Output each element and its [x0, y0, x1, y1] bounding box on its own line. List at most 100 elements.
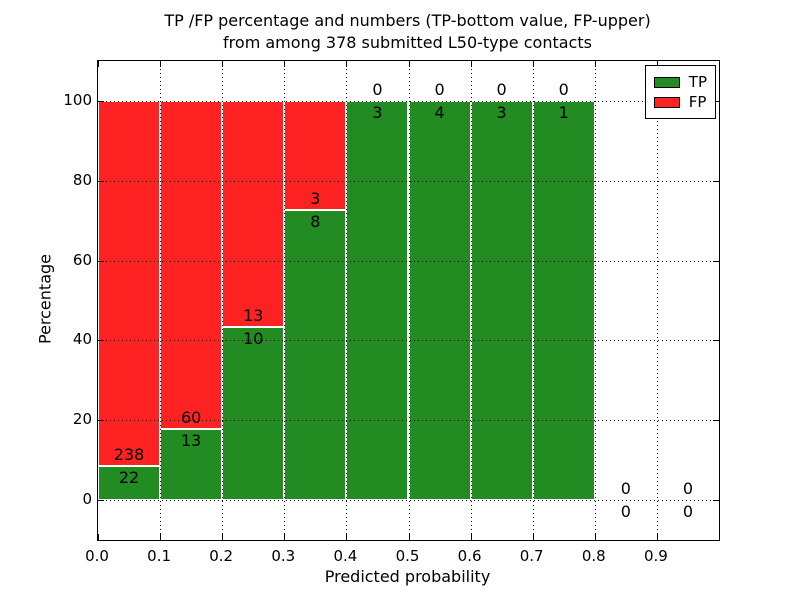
gridline-vertical — [656, 61, 658, 540]
x-tick-label: 0.0 — [85, 547, 109, 565]
y-tick-label: 100 — [63, 90, 92, 109]
y-tick-left — [98, 100, 104, 102]
x-axis-label: Predicted probability — [324, 567, 491, 586]
x-tick-bottom — [346, 534, 348, 540]
y-tick-label: 20 — [72, 410, 92, 429]
bar-tp-segment — [284, 209, 347, 501]
gridline-vertical — [532, 61, 534, 540]
x-tick-top — [594, 61, 596, 67]
y-tick-left — [98, 340, 104, 342]
y-tick-left — [98, 500, 104, 502]
x-tick-top — [98, 61, 99, 67]
x-tick-top — [408, 61, 410, 67]
legend-swatch-tp — [653, 76, 680, 88]
bar-tp-segment — [470, 100, 533, 501]
chart-title-line1: TP /FP percentage and numbers (TP-bottom… — [164, 11, 651, 30]
x-tick-bottom — [160, 534, 162, 540]
bar-fp-count: 0 — [372, 79, 383, 99]
bar-fp-count: 60 — [180, 407, 202, 427]
bar-fp-segment — [160, 100, 223, 429]
x-tick-label: 0.6 — [457, 547, 482, 565]
x-tick-bottom — [222, 534, 224, 540]
y-tick-label: 40 — [72, 330, 92, 349]
legend-swatch-fp — [653, 96, 680, 108]
plot-area: TP FP 238 22 60 13 13 10 3 8 0 3 0 4 0 3 0 1 0 0 0 0 — [97, 60, 720, 541]
bar-fp-segment — [98, 100, 161, 467]
y-tick-label: 60 — [72, 250, 92, 269]
x-tick-label: 0.8 — [581, 547, 606, 565]
gridline-vertical — [160, 61, 162, 540]
x-tick-label: 0.2 — [209, 547, 234, 565]
bar-tp-count: 22 — [118, 468, 140, 488]
y-tick-right — [713, 260, 719, 262]
x-tick-label: 0.4 — [333, 547, 358, 565]
y-tick-right — [713, 340, 719, 342]
chart-title: TP /FP percentage and numbers (TP-bottom… — [97, 10, 718, 54]
x-tick-bottom — [98, 534, 99, 540]
x-tick-label: 0.3 — [271, 547, 296, 565]
x-tick-top — [470, 61, 472, 67]
x-tick-top — [222, 61, 224, 67]
bar-tp-segment — [408, 100, 471, 501]
y-tick-left — [98, 420, 104, 422]
bar-tp-count: 1 — [558, 102, 569, 122]
x-tick-label: 0.9 — [643, 547, 668, 565]
gridline-vertical — [594, 61, 596, 540]
bar-tp-count: 3 — [496, 102, 507, 122]
x-tick-top — [656, 61, 658, 67]
gridline-vertical — [222, 61, 224, 540]
bar-tp-segment — [532, 100, 595, 501]
x-tick-bottom — [284, 534, 286, 540]
x-tick-label: 0.5 — [395, 547, 420, 565]
x-tick-top — [284, 61, 286, 67]
gridline-vertical — [408, 61, 410, 540]
x-tick-top — [160, 61, 162, 67]
bar-fp-segment — [222, 100, 285, 327]
legend-item-tp: TP — [653, 72, 707, 92]
bar-tp-count: 8 — [310, 211, 321, 231]
x-tick-label: 0.1 — [147, 547, 172, 565]
legend-item-fp: FP — [653, 92, 707, 112]
legend-label-tp: TP — [688, 73, 707, 91]
y-tick-label: 0 — [82, 490, 92, 509]
y-tick-right — [713, 180, 719, 182]
x-tick-top — [532, 61, 534, 67]
x-tick-bottom — [408, 534, 410, 540]
bar-fp-count: 0 — [620, 479, 631, 499]
x-tick-label: 0.7 — [519, 547, 544, 565]
y-tick-right — [713, 420, 719, 422]
legend-label-fp: FP — [688, 93, 707, 111]
bar-fp-count: 13 — [243, 305, 264, 325]
x-tick-top — [346, 61, 348, 67]
chart-title-line2: from among 378 submitted L50-type contac… — [223, 33, 592, 52]
bar-fp-count: 0 — [558, 79, 569, 99]
bar-fp-count: 0 — [434, 79, 445, 99]
bar-fp-count: 3 — [310, 188, 321, 208]
bar-fp-count: 0 — [496, 79, 507, 99]
bar-fp-count: 0 — [682, 479, 694, 499]
gridline-vertical — [346, 61, 348, 540]
bar-tp-segment — [222, 326, 285, 501]
x-tick-bottom — [656, 534, 658, 540]
bar-tp-segment — [98, 466, 161, 501]
bar-tp-count: 0 — [620, 502, 631, 522]
bar-tp-count: 4 — [434, 102, 445, 122]
gridline-vertical — [470, 61, 472, 540]
y-tick-left — [98, 260, 104, 262]
y-tick-right — [713, 500, 719, 502]
y-tick-right — [713, 100, 719, 102]
bar-tp-count: 3 — [372, 102, 383, 122]
bar-tp-segment — [346, 100, 409, 501]
x-tick-bottom — [594, 534, 596, 540]
gridline-vertical — [284, 61, 286, 540]
y-tick-label: 80 — [72, 170, 92, 189]
bar-tp-segment — [160, 428, 223, 501]
y-tick-left — [98, 180, 104, 182]
bar-tp-count: 13 — [180, 430, 202, 450]
x-tick-bottom — [532, 534, 534, 540]
bar-fp-count: 238 — [113, 445, 145, 465]
legend: TP FP — [644, 65, 716, 119]
x-tick-bottom — [470, 534, 472, 540]
bar-tp-count: 10 — [243, 328, 264, 348]
